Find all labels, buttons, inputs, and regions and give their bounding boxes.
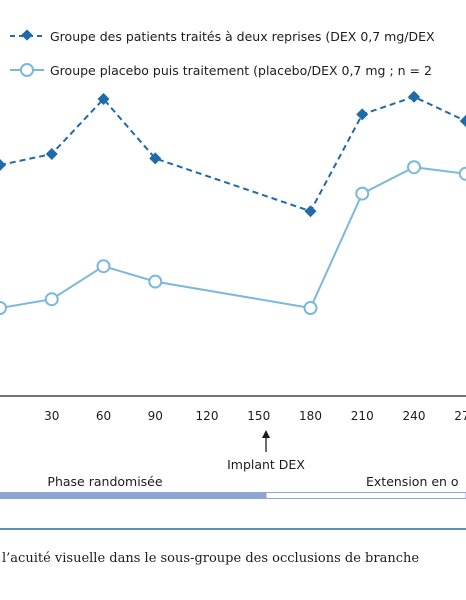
x-tick-label: 90	[148, 409, 163, 423]
legend-entry-1: Groupe des patients traités à deux repri…	[10, 29, 435, 44]
data-point-series-2	[303, 301, 318, 315]
legend-label-2: Groupe placebo puis traitement (placebo/…	[50, 63, 432, 78]
figure-caption: l’acuité visuelle dans le sous-groupe de…	[2, 551, 419, 566]
data-point-series-1	[459, 115, 466, 127]
data-point-series-2	[0, 301, 7, 315]
plot-area	[0, 90, 466, 315]
series-line-2	[0, 166, 466, 310]
phase-randomized-bar	[0, 492, 266, 499]
data-point-series-1	[408, 90, 420, 103]
legend: Groupe des patients traités à deux repri…	[10, 29, 435, 78]
data-point-series-2	[44, 292, 59, 307]
data-point-series-1	[149, 152, 162, 165]
data-point-series-2	[148, 274, 163, 289]
data-point-series-2	[458, 166, 466, 181]
legend-entry-2: Groupe placebo puis traitement (placebo/…	[10, 63, 432, 78]
data-point-series-1	[45, 148, 58, 160]
implant-label: Implant DEX	[227, 457, 305, 472]
legend-label-1: Groupe des patients traités à deux repri…	[50, 29, 435, 44]
data-point-series-2	[355, 186, 370, 201]
x-tick-label: 120	[196, 409, 219, 423]
phase-extension-bar	[265, 492, 466, 499]
series-line-1	[0, 95, 466, 213]
x-tick-label: 210	[351, 409, 374, 423]
x-axis-ticks: 3060901201501802102402703	[44, 409, 466, 423]
legend-marker-2	[20, 63, 34, 77]
data-point-series-1	[0, 159, 6, 171]
x-tick-label: 270	[454, 409, 466, 423]
phase-extension-label: Extension en o	[366, 474, 459, 489]
legend-marker-1	[21, 29, 33, 41]
x-tick-label: 60	[96, 409, 111, 423]
data-point-series-2	[407, 160, 421, 175]
implant-arrow-head	[262, 430, 270, 438]
data-point-series-1	[97, 93, 110, 105]
data-point-series-1	[356, 108, 369, 121]
data-point-series-1	[304, 205, 317, 218]
phase-randomized-label: Phase randomisée	[47, 474, 162, 489]
x-tick-label: 240	[403, 409, 426, 423]
x-tick-label: 180	[299, 409, 322, 423]
x-tick-label: 150	[247, 409, 270, 423]
data-point-series-2	[96, 259, 111, 274]
x-tick-label: 30	[44, 409, 59, 423]
